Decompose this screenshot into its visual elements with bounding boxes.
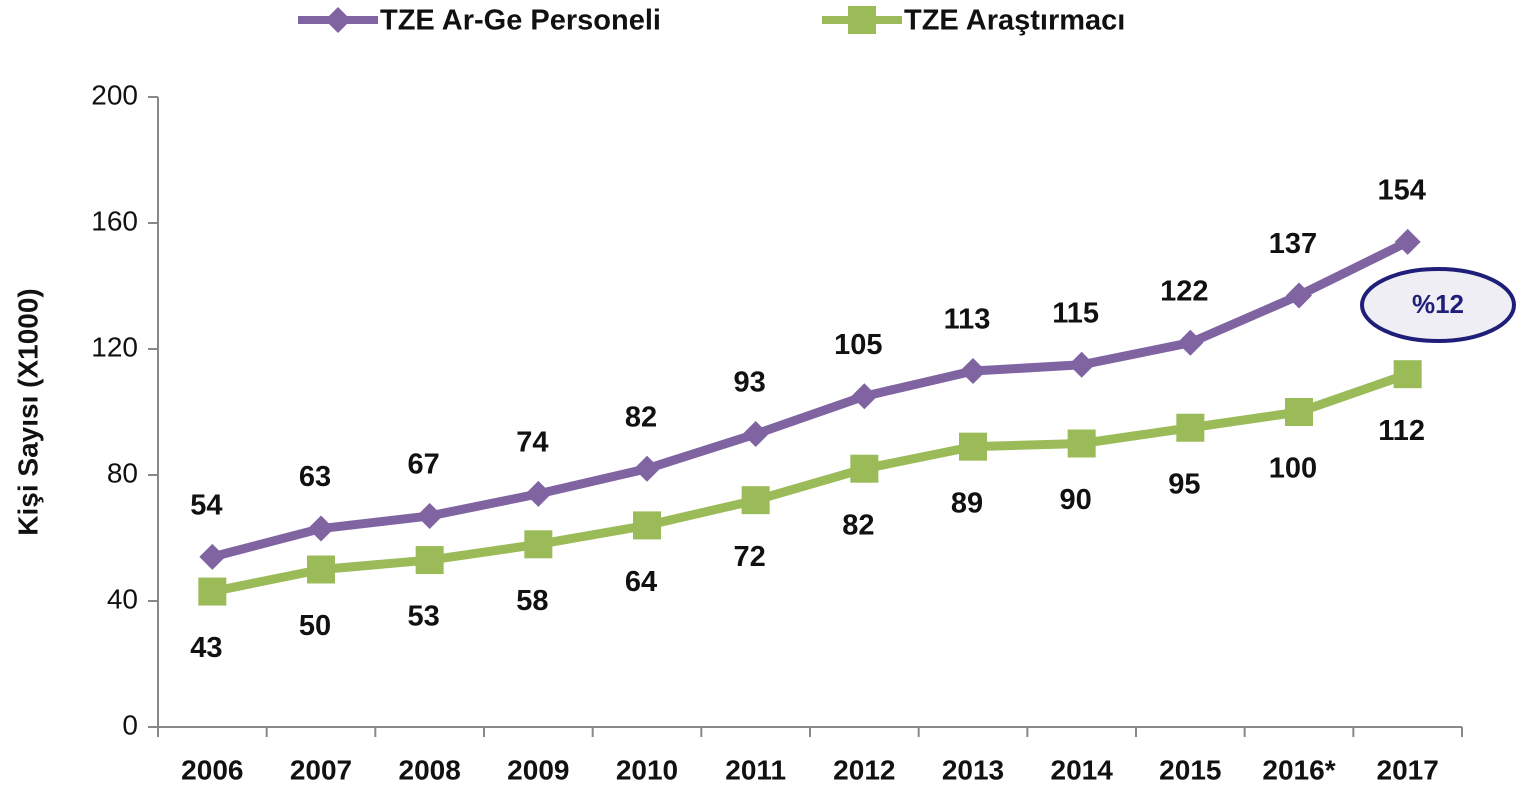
data-point [307,555,335,584]
data-point [959,432,987,461]
data-point [851,383,878,410]
data-point [524,530,553,559]
x-tick-label: 2011 [725,754,786,785]
y-tick-label: 40 [107,583,138,614]
legend-marker [848,6,876,34]
x-tick-label: 2012 [833,754,895,785]
x-tick-label: 2016* [1262,754,1335,785]
data-label: 67 [408,449,440,481]
data-point [1177,329,1204,356]
data-label: 82 [842,509,874,541]
data-label: 100 [1269,453,1317,485]
x-tick-label: 2017 [1377,754,1439,785]
data-label: 82 [625,401,657,433]
y-tick-label: 80 [107,457,138,488]
data-point [633,511,661,540]
series-line [211,237,1410,562]
data-point [741,486,770,515]
x-tick-label: 2015 [1159,754,1221,785]
data-point [308,515,334,542]
data-label: 53 [408,601,440,633]
data-point [416,502,443,529]
y-tick-label: 160 [91,205,138,236]
data-point [1286,282,1312,309]
y-axis-label: Kişi Sayısı (X1000) [12,288,43,535]
data-point [1068,351,1095,378]
legend-marker [325,7,351,33]
y-tick-label: 0 [122,709,138,740]
legend-label: TZE Ar-Ge Personeli [380,5,661,37]
data-label: 113 [944,304,991,336]
data-label: 63 [299,461,331,493]
data-point [525,480,552,507]
data-label: 54 [190,490,222,522]
x-tick-label: 2009 [507,754,569,785]
series-line [211,369,1410,596]
data-point [198,577,227,606]
x-tick-label: 2007 [290,754,352,785]
x-tick-label: 2013 [942,754,1004,785]
data-point [960,358,986,385]
annotation-ellipse [1360,267,1516,343]
data-point [1393,360,1422,389]
data-point [1394,228,1421,255]
data-label: 93 [734,367,766,399]
data-label: 105 [834,329,882,361]
data-label: 58 [516,585,548,617]
data-label: 137 [1269,228,1317,260]
data-label: 64 [625,566,657,598]
data-point [742,421,769,448]
data-label: 74 [516,427,548,459]
data-label: 90 [1060,484,1092,516]
annotation: %12 [1412,289,1464,319]
x-tick-label: 2010 [616,754,678,785]
data-label: 89 [951,487,983,519]
data-point [1285,398,1313,426]
legend-label: TZE Araştırmacı [904,5,1125,37]
data-label: 72 [734,541,766,573]
data-label: 122 [1160,275,1208,307]
y-tick-label: 200 [91,79,138,110]
y-tick-label: 120 [91,331,138,362]
data-point [850,454,879,483]
data-point [634,455,660,482]
x-tick-label: 2006 [181,754,243,785]
data-label: 43 [190,632,222,664]
data-label: 50 [299,610,331,642]
data-label: 154 [1377,175,1425,207]
data-point [415,546,444,575]
data-point [1176,413,1205,442]
x-tick-label: 2014 [1051,754,1114,785]
data-label: 112 [1378,415,1425,447]
x-tick-label: 2008 [399,754,461,785]
data-label: 95 [1168,468,1200,500]
data-label: 115 [1052,297,1099,329]
data-point [199,543,226,570]
data-point [1067,429,1096,458]
